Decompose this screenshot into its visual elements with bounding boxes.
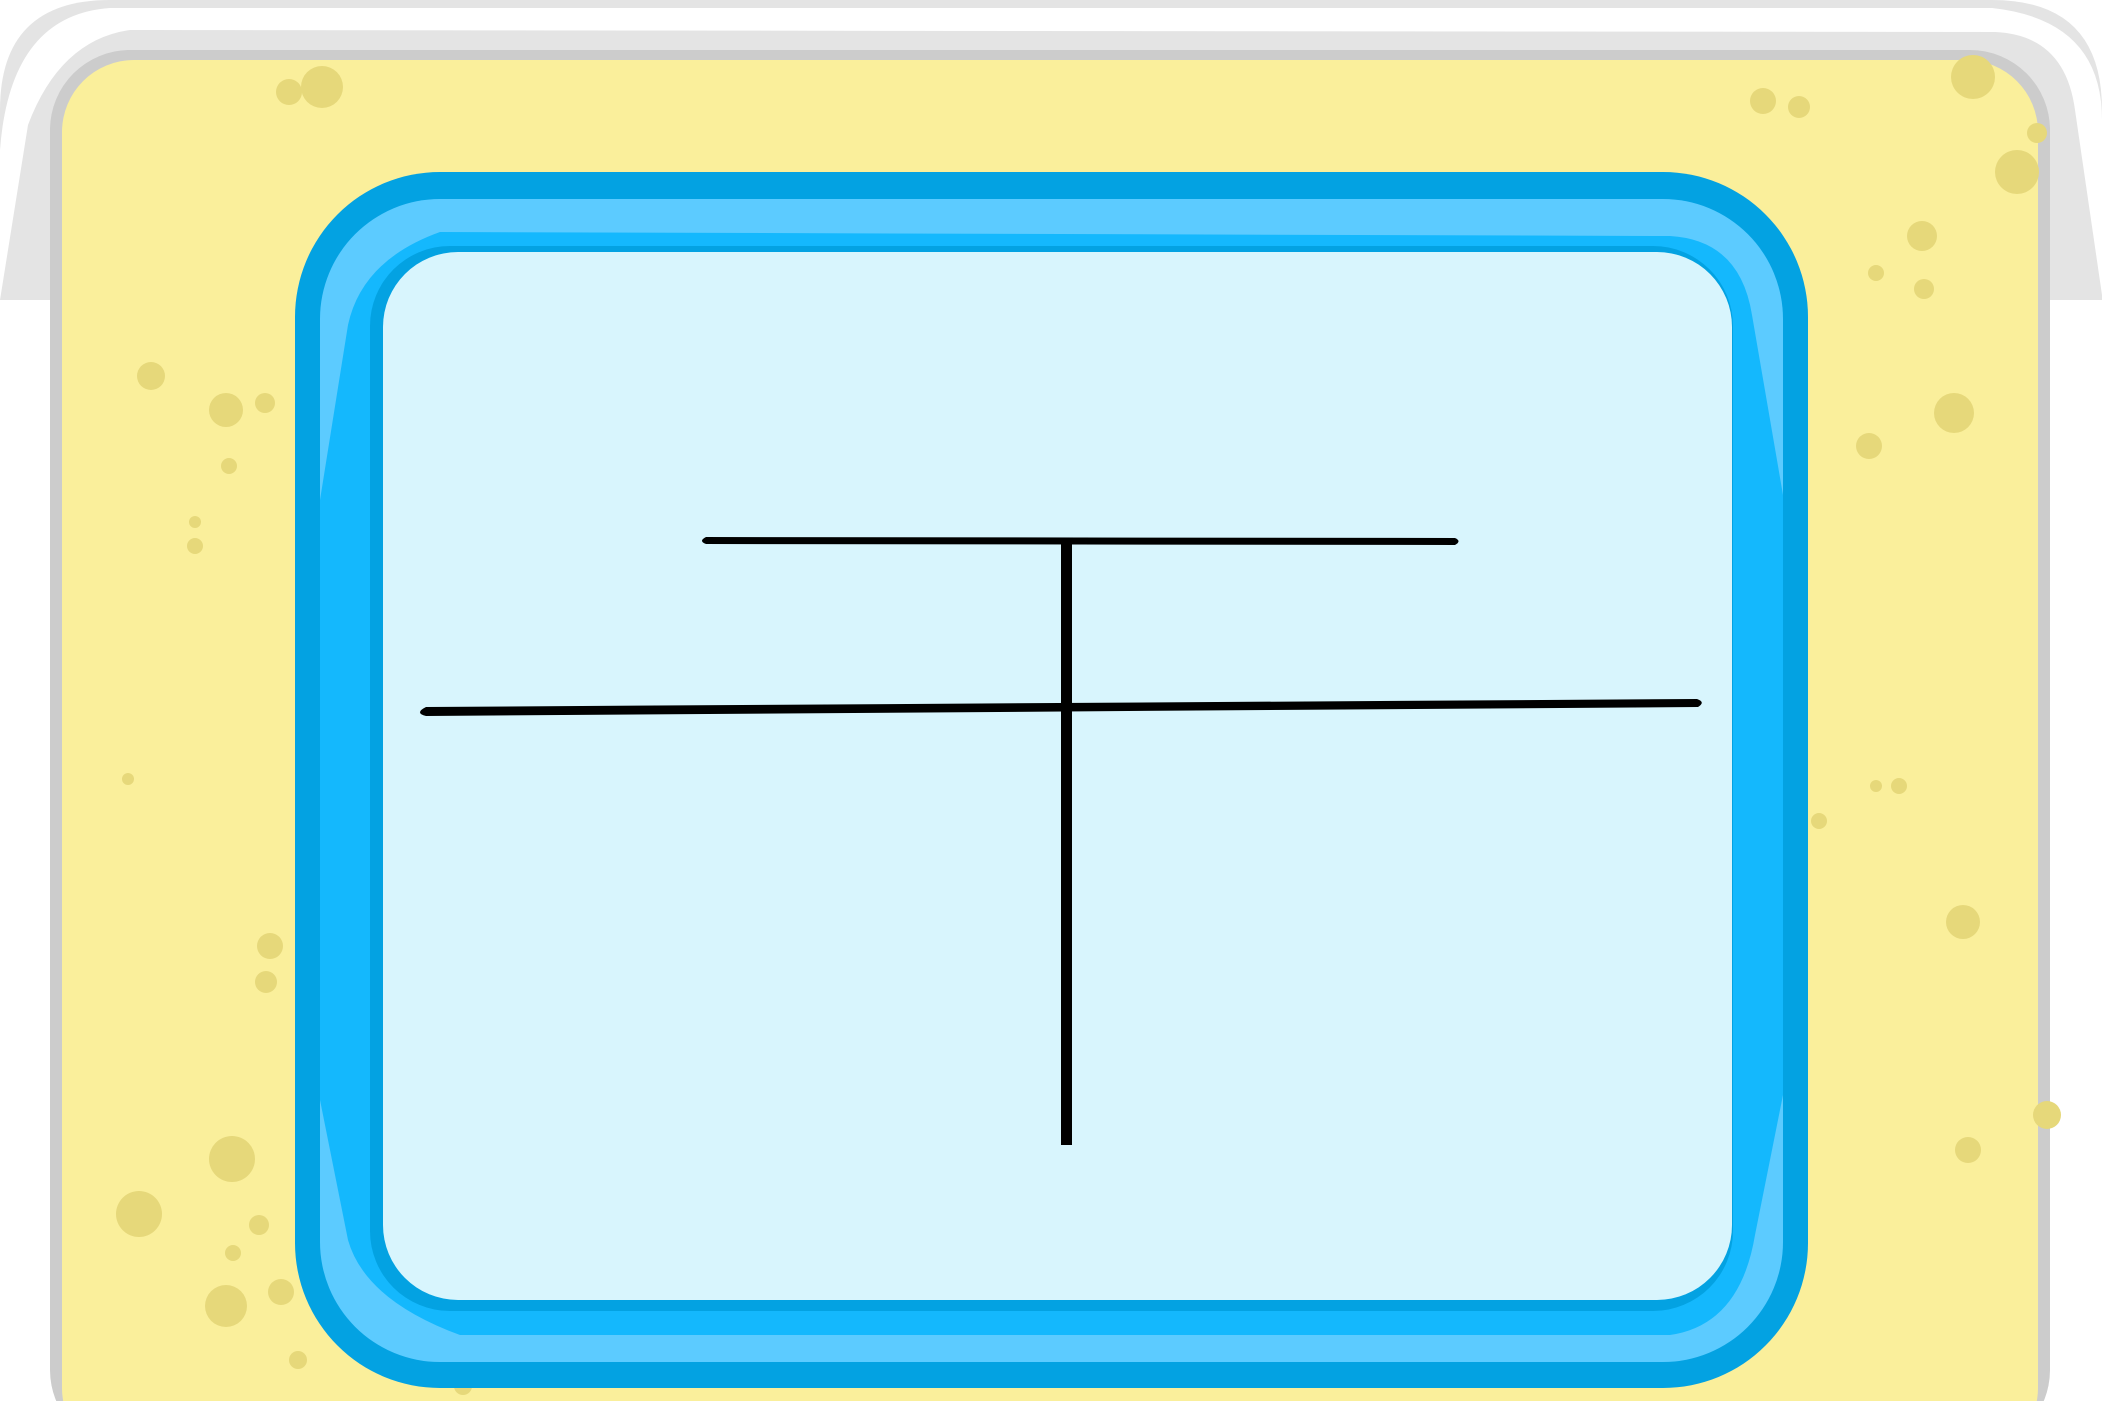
stroke-vertical [1061,541,1072,1145]
character-card[interactable] [295,172,1808,1388]
sand-dot [1907,221,1937,251]
sand-dot [1856,433,1882,459]
sand-dot [1868,265,1884,281]
stroke-middle-horizontal [420,699,1702,716]
sand-dot [1870,780,1882,792]
sand-dots [116,55,2061,1395]
sand-dot [221,458,237,474]
sand-dot [249,1215,269,1235]
sand-dot [257,933,283,959]
sand-dot [301,66,343,108]
sand-dot [2027,123,2047,143]
sand-dot [1891,778,1907,794]
sand-dot [187,538,203,554]
sand-dot [189,516,201,528]
sand-dot [1955,1137,1981,1163]
sand-dot [1811,813,1827,829]
stroke-top-horizontal [702,537,1459,545]
sand-dot [205,1285,247,1327]
sand-dot [268,1279,294,1305]
card-face [383,252,1732,1300]
sand-dot [1995,150,2039,194]
sand-dot [276,79,302,105]
sand-dot [1750,88,1776,114]
sand-dot [122,773,134,785]
sand-dot [209,393,243,427]
sand-dot [116,1191,162,1237]
sand-dot [1946,905,1980,939]
sand-dot [289,1351,307,1369]
character-strokes [420,537,1702,1145]
sand-dot [255,393,275,413]
sand-dot [255,971,277,993]
sand-dot [1788,96,1810,118]
sand-dot [1934,393,1974,433]
sand-dot [2033,1101,2061,1129]
sand-dot [225,1245,241,1261]
sand-dot [1951,55,1995,99]
sand-dot [1914,279,1934,299]
sand-dot [137,362,165,390]
sand-dot [209,1136,255,1182]
